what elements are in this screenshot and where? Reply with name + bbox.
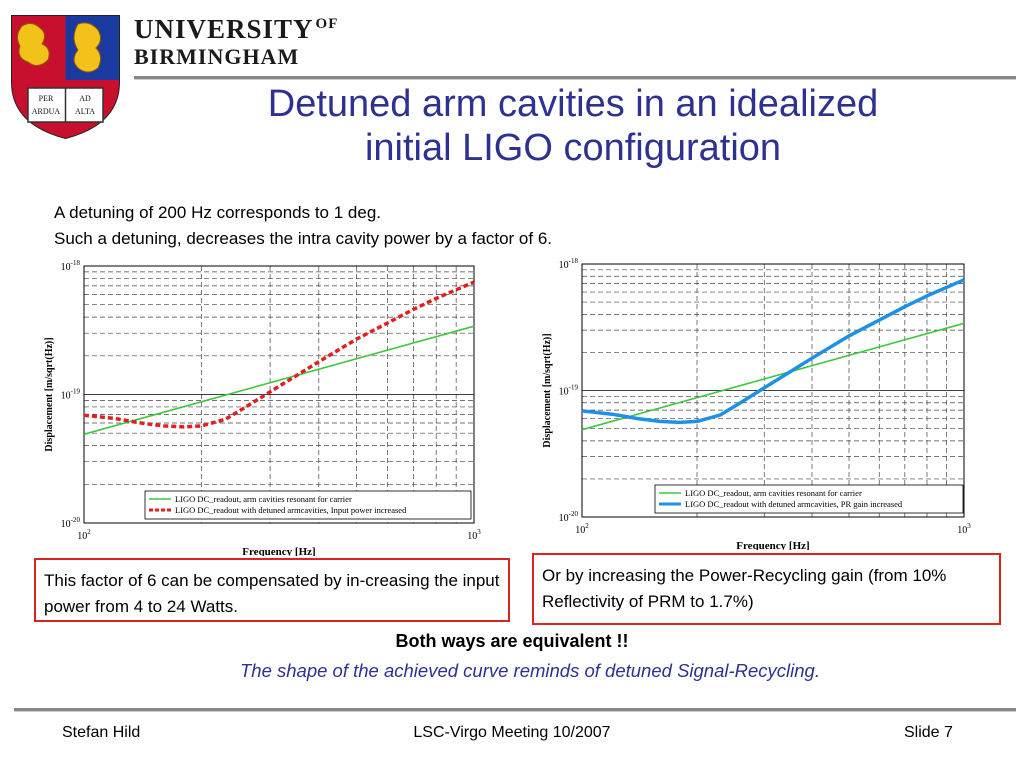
right-frame	[581, 263, 965, 518]
right-series-green	[581, 322, 965, 431]
chart-left-input-power: 10-20 10-19 10-18 102 103 Frequency [Hz] Displ…	[40, 256, 488, 556]
slide-title-line2: initial LIGO configuration	[364, 127, 782, 169]
left-ytick: 10-18	[61, 259, 81, 273]
left-ytick: 10-20	[61, 516, 81, 530]
intro-line1: A detuning of 200 Hz corresponds to 1 de…	[54, 203, 382, 222]
crest-text-per: PER	[39, 94, 54, 103]
right-xtick: 103	[957, 522, 971, 536]
left-ytick: 10-19	[61, 388, 81, 402]
note-box-input-power: This factor of 6 can be compensated by i…	[34, 558, 510, 622]
header-divider	[134, 76, 1016, 80]
left-xlabel: Frequency [Hz]	[242, 546, 315, 556]
chart-right-pr-gain: 10-20 10-19 10-18 102 103 Frequency [Hz] Displ…	[538, 256, 972, 550]
left-legend-label-red: LIGO DC_readout with detuned armcavities…	[175, 505, 407, 515]
left-legend-label-green: LIGO DC_readout, arm cavities resonant f…	[175, 494, 352, 504]
left-xtick: 102	[77, 528, 91, 542]
left-xtick: 103	[467, 528, 481, 542]
right-legend	[654, 484, 964, 514]
right-legend-label-blue: LIGO DC_readout with detuned armcavities…	[685, 499, 903, 509]
left-legend	[144, 490, 472, 520]
intro-text: A detuning of 200 Hz corresponds to 1 de…	[54, 200, 552, 252]
left-frame	[83, 265, 475, 524]
right-xtick: 102	[575, 522, 589, 536]
left-series-red	[83, 280, 475, 429]
right-legend-label-green: LIGO DC_readout, arm cavities resonant f…	[685, 488, 862, 498]
shape-note: The shape of the achieved curve reminds …	[239, 660, 820, 681]
crest-text-ad: AD	[79, 94, 91, 103]
university-name-line1: UNIVERSITY OF	[134, 14, 339, 44]
right-ytick: 10-19	[559, 384, 579, 398]
footer-author: Stefan Hild	[62, 724, 141, 741]
left-ylabel: Displacement [m/sqrt(Hz)]	[44, 337, 55, 451]
right-xlabel: Frequency [Hz]	[736, 540, 809, 550]
slide-title: Detuned arm cavities in an idealized ini…	[130, 82, 1016, 170]
slide-title-line1: Detuned arm cavities in an idealized	[267, 83, 879, 125]
crest-text-ardua: ARDUA	[32, 107, 61, 116]
footer-meeting: LSC-Virgo Meeting 10/2007	[413, 724, 611, 741]
university-name-line2: BIRMINGHAM	[134, 44, 300, 69]
footer-divider	[14, 708, 1016, 712]
equivalence-statement: Both ways are equivalent !!	[395, 631, 629, 651]
right-ytick: 10-20	[559, 510, 579, 524]
right-series-blue	[581, 278, 965, 425]
crest-text-alta: ALTA	[75, 107, 95, 116]
note-box-pr-gain: Or by increasing the Power-Recycling gai…	[532, 553, 1001, 625]
intro-line2: Such a detuning, decreases the intra cav…	[54, 229, 553, 248]
right-ytick: 10-18	[559, 257, 579, 271]
university-crest-logo: PER AD ARDUA ALTA	[11, 15, 120, 140]
right-ylabel: Displacement [m/sqrt(Hz)]	[542, 333, 553, 447]
footer-slide-number: Slide 7	[904, 724, 953, 741]
left-series-green	[83, 325, 475, 436]
